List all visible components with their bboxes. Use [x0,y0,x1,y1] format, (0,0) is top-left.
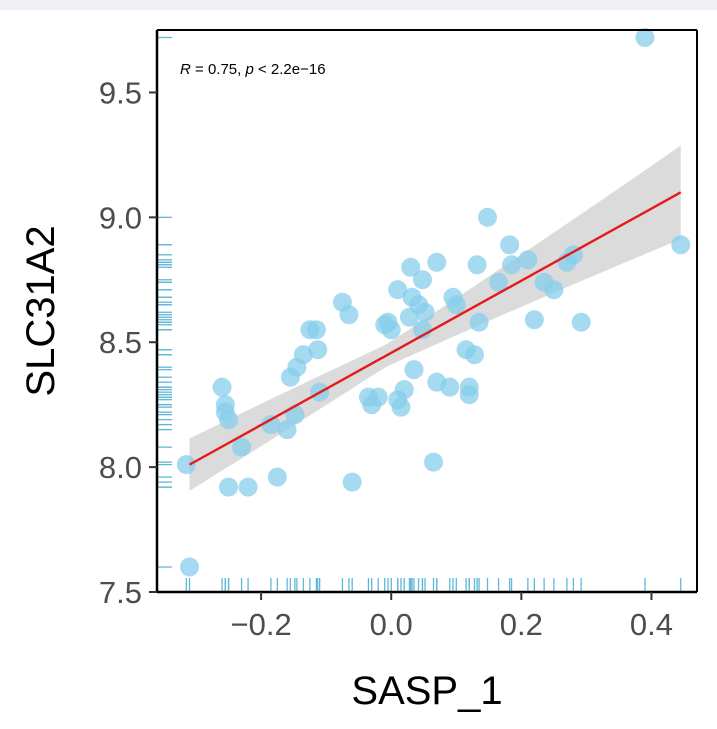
top-band [0,0,717,10]
y-tick-label: 8.0 [99,450,142,485]
r-symbol: R [180,61,191,78]
data-point [368,387,388,407]
data-point [412,270,432,290]
y-axis-title: SLC31A2 [19,225,63,396]
confidence-band-layer [189,145,681,491]
data-point [404,360,424,380]
p-symbol: p [244,61,253,78]
confidence-band [189,145,681,491]
data-point [500,235,520,255]
rug-layer [158,36,682,591]
y-tick-label: 8.5 [99,325,142,360]
axis-layer: −0.2 0.0 0.2 0.4 7.5 8.0 8.5 9.0 9.5 [99,29,698,642]
y-tick-label: 7.5 [99,575,142,610]
x-tick-label: 0.4 [630,607,673,642]
data-point [180,557,200,577]
data-point [339,305,359,325]
data-point [502,255,522,275]
data-point [415,302,435,322]
data-point [412,320,432,340]
data-point [285,405,305,425]
data-point [571,312,591,332]
point-layer [176,27,691,577]
data-point [635,27,655,47]
data-point [518,250,538,270]
data-point [469,312,489,332]
data-point [544,280,564,300]
data-point [489,272,509,292]
regression-line [188,191,682,466]
data-point [401,257,421,277]
data-point [446,295,466,315]
data-point [238,477,258,497]
r-value: = 0.75, [191,61,246,78]
data-point [219,410,239,430]
data-point [306,320,326,340]
data-point [391,397,411,417]
y-tick-label: 9.5 [99,75,142,110]
correlation-annotation: R = 0.75, p < 2.2e−16 [180,61,326,78]
data-point [219,477,239,497]
data-point [212,377,232,397]
data-point [459,377,479,397]
x-axis-title: SASP_1 [351,669,502,713]
x-tick-label: −0.2 [230,607,291,642]
data-point [478,207,498,227]
x-tick-label: 0.0 [370,607,413,642]
data-point [232,437,252,457]
data-point [440,377,460,397]
data-point [308,340,328,360]
data-point [388,280,408,300]
data-point [381,320,401,340]
p-value: < 2.2e−16 [254,61,326,78]
data-point [427,252,447,272]
y-tick-label: 9.0 [99,200,142,235]
regression-line-layer [188,191,682,466]
data-point [277,420,297,440]
data-point [394,380,414,400]
data-point [342,472,362,492]
data-point [671,235,691,255]
data-point [467,255,487,275]
data-point [293,345,313,365]
x-tick-label: 0.2 [500,607,543,642]
data-point [464,345,484,365]
data-point [176,455,196,475]
data-point [424,452,444,472]
data-point [524,310,544,330]
data-point [261,415,281,435]
data-point [267,467,287,487]
